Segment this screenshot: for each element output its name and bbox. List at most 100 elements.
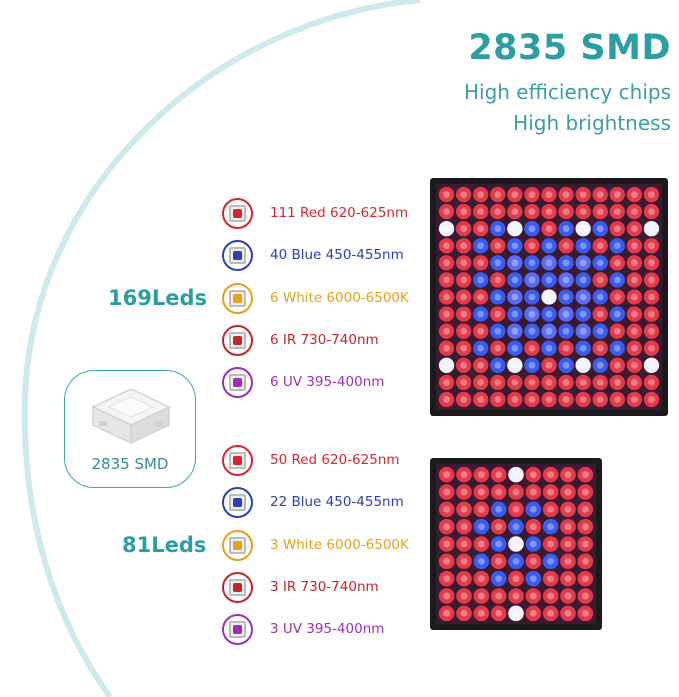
led-highlight: [511, 276, 519, 284]
led-dot: [643, 340, 660, 356]
led-dot: [541, 323, 557, 339]
led-dot: [438, 588, 455, 604]
led-dot: [490, 272, 506, 288]
led-highlight: [579, 344, 587, 352]
led-highlight: [528, 327, 536, 335]
led-highlight: [528, 396, 536, 403]
led-dot: [558, 272, 574, 288]
led-highlight: [613, 259, 621, 267]
led-dot: [438, 391, 455, 408]
led-highlight: [495, 609, 503, 617]
led-dot: [438, 357, 455, 373]
led-highlight: [511, 327, 519, 335]
led-dot: [575, 186, 591, 203]
spec-row-white: 6 White 6000-6500K: [222, 280, 409, 316]
led-highlight: [547, 575, 555, 583]
led-highlight: [545, 276, 553, 284]
led-dot: [455, 238, 472, 254]
led-dot: [507, 238, 523, 254]
led-highlight: [511, 191, 519, 198]
led-highlight: [477, 540, 485, 548]
smd-chip-icon: [91, 388, 171, 445]
led-dot: [609, 374, 625, 391]
led-highlight: [477, 327, 485, 335]
led-dot: [455, 323, 472, 339]
led-dot: [438, 255, 455, 271]
led-highlight: [545, 293, 553, 301]
spec-row-blue: 40 Blue 450-455nm: [222, 237, 404, 273]
led-highlight: [579, 191, 587, 198]
led-highlight: [460, 310, 468, 318]
led-dot: [456, 518, 472, 535]
led-highlight: [512, 575, 520, 583]
led-dot: [558, 289, 574, 305]
led-dot: [525, 466, 542, 483]
led-highlight: [596, 378, 604, 386]
led-highlight: [562, 310, 570, 318]
led-dot: [626, 323, 643, 339]
spec-row-white-small: 3 White 6000-6500K: [222, 527, 409, 563]
spec-label-uv-small: 3 UV 395-400nm: [270, 621, 385, 637]
led-dot: [490, 536, 507, 552]
led-highlight: [529, 575, 537, 583]
led-highlight: [511, 242, 519, 250]
led-highlight: [547, 609, 555, 617]
led-dot: [542, 536, 559, 552]
led-highlight: [529, 592, 537, 600]
led-highlight: [494, 293, 502, 301]
led-highlight: [477, 293, 485, 301]
led-highlight: [581, 540, 589, 548]
led-dot: [626, 238, 643, 254]
led-highlight: [579, 378, 587, 386]
led-dot: [643, 272, 660, 288]
led-dot: [473, 588, 490, 604]
led-highlight: [630, 378, 638, 386]
led-dot: [609, 289, 625, 305]
led-dot: [577, 536, 594, 552]
led-dot: [524, 306, 540, 322]
led-highlight: [564, 488, 572, 496]
led-highlight: [443, 575, 451, 583]
led-dot: [507, 323, 523, 339]
led-dot: [507, 255, 523, 271]
spec-label-red: 111 Red 620-625nm: [270, 205, 409, 221]
led-highlight: [630, 259, 638, 267]
led-dot: [507, 306, 523, 322]
led-highlight: [494, 208, 502, 216]
led-dot: [541, 186, 557, 203]
led-dot: [558, 340, 574, 356]
led-highlight: [579, 310, 587, 318]
led-highlight: [613, 344, 621, 352]
led-dot: [541, 340, 557, 356]
led-highlight: [477, 592, 485, 600]
led-dot: [560, 501, 576, 518]
led-highlight: [613, 208, 621, 216]
led-dot: [643, 374, 660, 391]
led-dot: [542, 553, 559, 570]
led-dot: [490, 484, 507, 500]
led-highlight: [581, 557, 589, 565]
led-highlight: [495, 540, 503, 548]
led-highlight: [443, 557, 451, 565]
led-dot: [507, 203, 523, 220]
led-highlight: [648, 259, 655, 267]
led-dot: [524, 323, 540, 339]
led-highlight: [495, 488, 503, 496]
led-dot: [577, 605, 594, 622]
led-dot: [541, 289, 557, 305]
led-dot: [473, 374, 489, 391]
spec-row-ir: 6 IR 730-740nm: [222, 322, 379, 358]
led-dot: [609, 340, 625, 356]
led-highlight: [547, 505, 555, 513]
led-highlight: [494, 276, 502, 284]
led-panel-169: [430, 178, 668, 416]
led-dot: [438, 605, 455, 622]
led-dot: [592, 238, 608, 254]
led-dot: [609, 255, 625, 271]
led-dot: [558, 391, 574, 408]
led-highlight: [460, 259, 468, 267]
led-highlight: [494, 310, 502, 318]
led-highlight: [579, 361, 587, 369]
led-highlight: [528, 378, 536, 386]
white-led-icon: [222, 529, 253, 561]
